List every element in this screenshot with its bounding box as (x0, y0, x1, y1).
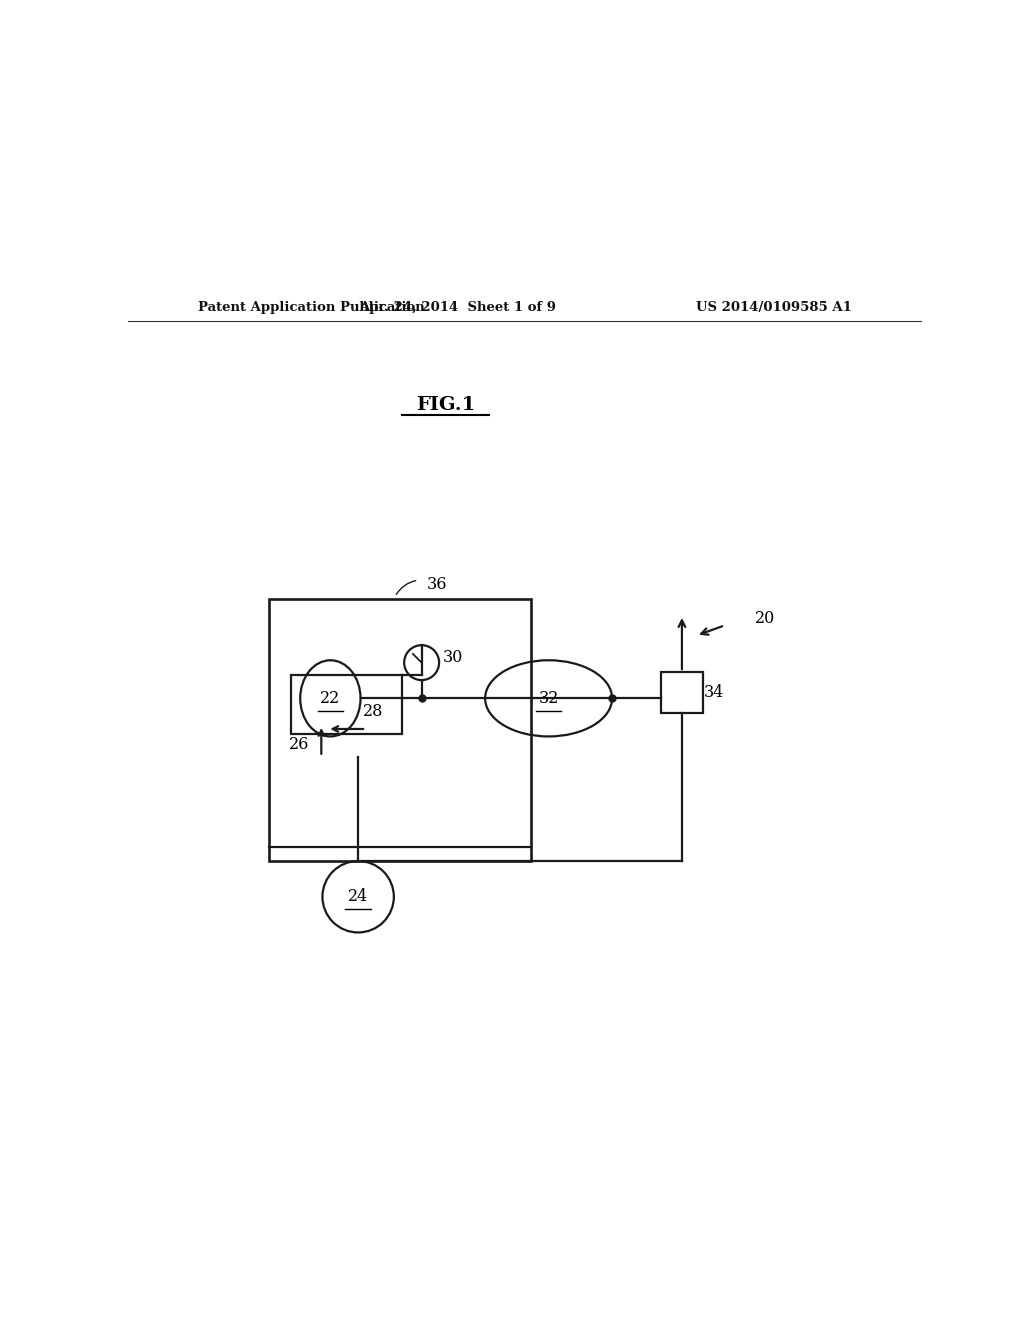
Text: 24: 24 (348, 888, 369, 906)
Text: US 2014/0109585 A1: US 2014/0109585 A1 (696, 301, 852, 314)
Text: 26: 26 (289, 735, 309, 752)
Text: 34: 34 (705, 684, 725, 701)
Text: 30: 30 (442, 648, 463, 665)
Text: 28: 28 (362, 704, 383, 721)
Bar (662, 672, 702, 713)
Text: Apr. 24, 2014  Sheet 1 of 9: Apr. 24, 2014 Sheet 1 of 9 (358, 301, 556, 314)
Text: Patent Application Publication: Patent Application Publication (198, 301, 425, 314)
Text: FIG.1: FIG.1 (416, 396, 475, 413)
Text: 32: 32 (539, 690, 559, 706)
Text: 36: 36 (426, 576, 446, 593)
Text: 20: 20 (755, 610, 775, 627)
Bar (269, 599, 531, 861)
Bar (291, 675, 401, 734)
Text: 22: 22 (321, 690, 341, 706)
